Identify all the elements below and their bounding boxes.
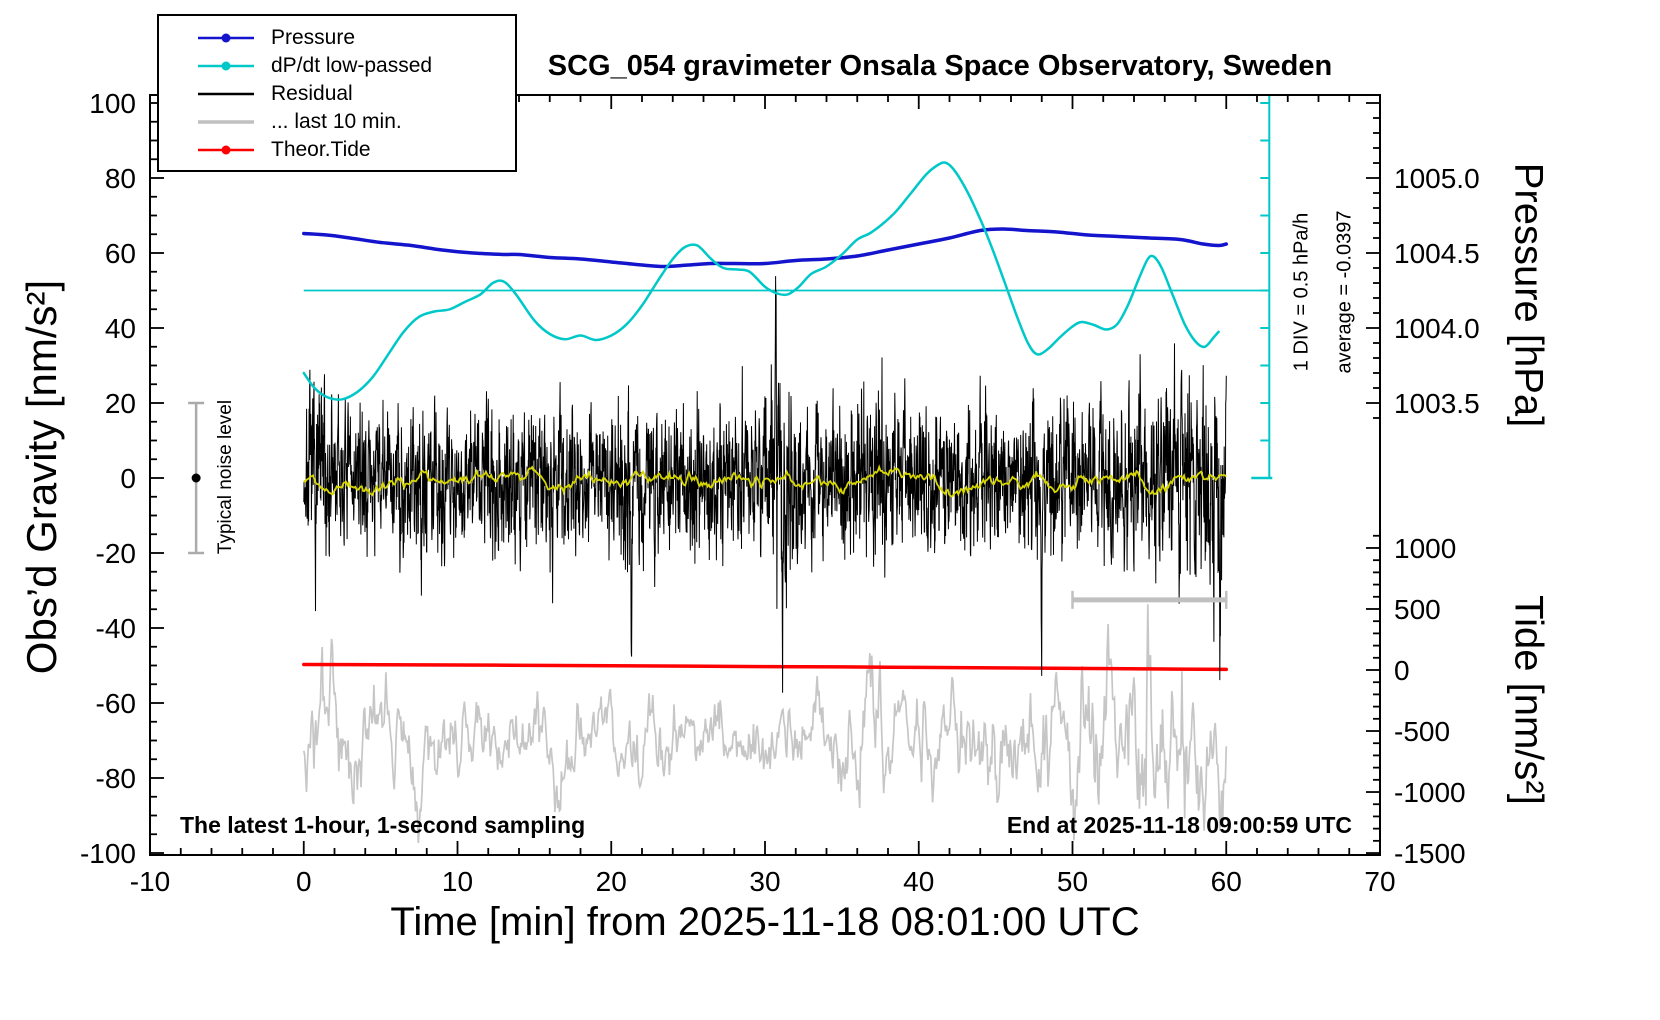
tick-label: 50 xyxy=(1057,866,1088,897)
tick-label: 20 xyxy=(596,866,627,897)
tick-label: -60 xyxy=(96,688,136,719)
tick-label: 80 xyxy=(105,163,136,194)
tick-label: 1000 xyxy=(1394,533,1456,564)
legend-swatch-dp-dt-low-passed xyxy=(198,61,254,71)
tick-label: 500 xyxy=(1394,594,1441,625)
tick-label: 70 xyxy=(1364,866,1395,897)
plot-series xyxy=(302,161,1229,844)
legend-item-dp-dt-low-passed: dP/dt low-passed xyxy=(195,52,501,80)
tick-label: -500 xyxy=(1394,716,1450,747)
tick-label: 100 xyxy=(89,88,136,119)
legend-swatch-residual xyxy=(198,92,254,96)
legend-swatch-last-10-min xyxy=(198,120,254,124)
sampling-note: The latest 1-hour, 1-second sampling xyxy=(180,812,586,838)
average-label: average = -0.0397 xyxy=(1333,210,1356,374)
plot-overlays xyxy=(1071,590,1228,609)
tick-label: 30 xyxy=(749,866,780,897)
axis-ticks xyxy=(149,95,1381,855)
tick-label: -100 xyxy=(80,838,136,869)
tick-label: -1000 xyxy=(1394,777,1466,808)
tick-label: 20 xyxy=(105,388,136,419)
series-pressure xyxy=(302,227,1229,269)
legend-item-residual: Residual xyxy=(195,80,501,108)
tick-label: -80 xyxy=(96,763,136,794)
legend-item-theor-tide: Theor.Tide xyxy=(195,136,501,164)
gravity-axis-label: Obs’d Gravity [nm/s²] xyxy=(18,279,65,675)
plot-frame xyxy=(149,94,1381,856)
noise-level-label: Typical noise level xyxy=(215,399,236,555)
legend-label: Theor.Tide xyxy=(271,138,371,161)
tick-label: 60 xyxy=(105,238,136,269)
legend-item-pressure: Pressure xyxy=(195,24,501,52)
legend-label: ... last 10 min. xyxy=(271,110,402,133)
series-residual-low-passed xyxy=(303,464,1227,498)
tick-label: 1004.0 xyxy=(1394,313,1480,344)
series-last-10-min xyxy=(302,604,1228,844)
legend-swatch-theor-tide xyxy=(198,145,254,155)
series-dp-dt-low-passed xyxy=(302,161,1220,401)
tick-label: 0 xyxy=(120,463,136,494)
tick-label: 0 xyxy=(1394,655,1410,686)
tick-label: 10 xyxy=(442,866,473,897)
tick-label: 1004.5 xyxy=(1394,238,1480,269)
legend-swatch-pressure xyxy=(198,33,254,43)
dpdt-scalebar xyxy=(1251,95,1273,480)
pressure-axis-label: Pressure [hPa] xyxy=(1506,162,1551,428)
legend-label: Pressure xyxy=(271,26,356,49)
chart-title: SCG_054 gravimeter Onsala Space Observat… xyxy=(547,50,1333,82)
tick-label: 40 xyxy=(105,313,136,344)
tick-label: -10 xyxy=(130,866,170,897)
series-residual xyxy=(303,276,1227,693)
scale-div-label: 1 DIV = 0.5 hPa/h xyxy=(1290,212,1313,372)
end-time-note: End at 2025-11-18 09:00:59 UTC xyxy=(1006,812,1352,838)
x-axis-label: Time [min] from 2025-11-18 08:01:00 UTC xyxy=(390,900,1140,944)
legend-label: Residual xyxy=(271,82,353,105)
series-theor-tide xyxy=(302,662,1229,672)
tick-label: 1003.5 xyxy=(1394,388,1480,419)
tide-axis-label: Tide [nm/s²] xyxy=(1506,595,1551,805)
tick-label: -1500 xyxy=(1394,838,1466,869)
noise-level-dot xyxy=(191,473,201,483)
axis-tick-labels: -10 0 10 20 30 40 50 60 70100806040200-20-40-60-… xyxy=(80,88,1480,897)
plot-markers xyxy=(188,95,1273,555)
tick-label: 0 xyxy=(296,866,312,897)
noise-level-errorbar xyxy=(188,401,205,555)
tick-label: -40 xyxy=(96,613,136,644)
legend-item-last-10-min: ... last 10 min. xyxy=(195,108,501,136)
tick-label: 60 xyxy=(1211,866,1242,897)
legend: Pressure dP/dt low-passed Residual ... last… xyxy=(157,14,517,172)
tick-label: -20 xyxy=(96,538,136,569)
tick-label: 40 xyxy=(903,866,934,897)
legend-label: dP/dt low-passed xyxy=(271,54,433,77)
tick-label: 1005.0 xyxy=(1394,163,1480,194)
last10-window-bar xyxy=(1071,590,1228,609)
